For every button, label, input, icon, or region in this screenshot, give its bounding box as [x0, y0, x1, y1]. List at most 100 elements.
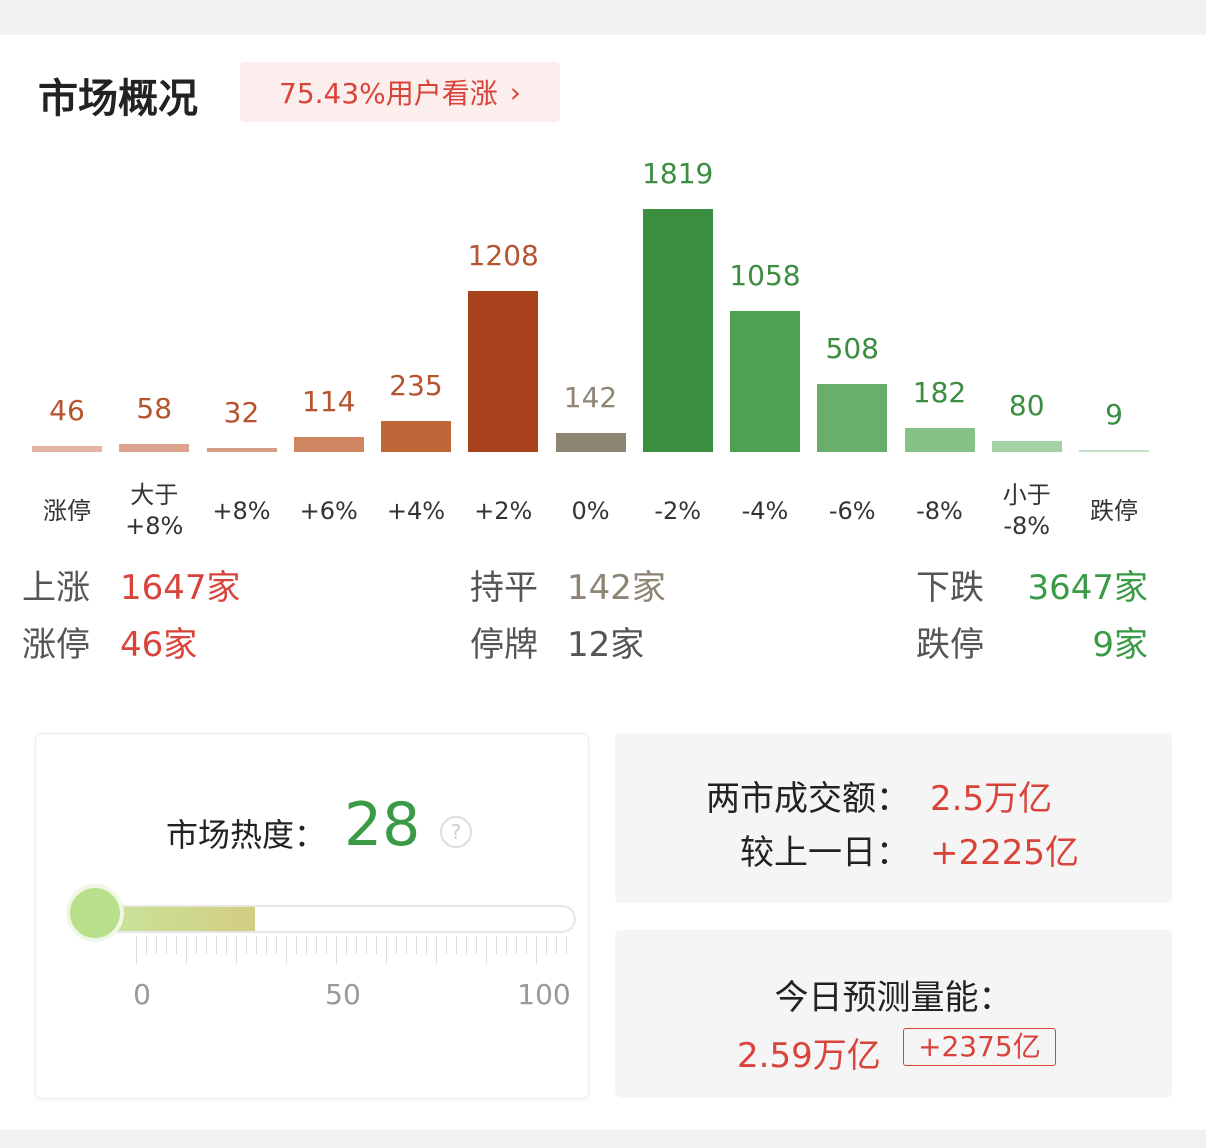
- bar: [1079, 450, 1149, 452]
- bottom-strip: [0, 1130, 1206, 1148]
- bar: [381, 420, 451, 452]
- heat-card: 市场热度： 28 ? 0 50 100: [35, 733, 589, 1099]
- value: 12家: [567, 625, 645, 665]
- gauge-tick: [546, 936, 547, 954]
- bar: [468, 290, 539, 452]
- gauge-tick: [296, 936, 297, 954]
- category-label: 大于 +8%: [125, 481, 184, 540]
- bar-value-label: 182: [912, 375, 967, 409]
- gauge-tick: [526, 936, 527, 954]
- bar-value-label: 1208: [467, 238, 539, 272]
- gauge-tick: [426, 936, 427, 954]
- bar-value-label: 9: [1105, 398, 1123, 431]
- gauge-tick: [436, 936, 437, 964]
- sentiment-text: 75.43%用户看涨: [279, 77, 498, 110]
- gauge-tick: [366, 936, 367, 954]
- category-label: 小于 -8%: [1002, 481, 1051, 540]
- bar-value-label: 1058: [729, 258, 801, 292]
- gauge-tick: [516, 936, 517, 954]
- bar: [119, 444, 190, 452]
- gauge-tick: [496, 936, 497, 954]
- change-value: +2225亿: [930, 833, 1080, 873]
- forecast-value: 2.59万亿: [737, 1036, 881, 1076]
- bar-value-label: 46: [49, 393, 85, 427]
- bar-value-label: 508: [825, 332, 879, 366]
- value: 46家: [120, 625, 198, 665]
- title: 市场概况: [38, 76, 198, 122]
- bar: [642, 209, 713, 452]
- gauge-tick: [476, 936, 477, 954]
- gauge-tick: [416, 936, 417, 954]
- gauge-tick-label: 0: [133, 978, 151, 1011]
- category-label: -8%: [916, 496, 963, 525]
- gauge-tick: [266, 936, 267, 954]
- gauge-tick-label: 50: [325, 978, 361, 1011]
- gauge-tick: [196, 936, 197, 954]
- gauge-tick: [176, 936, 177, 954]
- category-label: +6%: [299, 496, 358, 525]
- category-label: -4%: [741, 496, 789, 525]
- category-label: +8%: [212, 496, 271, 525]
- gauge-tick: [556, 936, 557, 954]
- gauge-tick: [166, 936, 167, 954]
- gauge-tick: [236, 936, 237, 964]
- sentiment-badge[interactable]: 75.43%用户看涨 ›: [240, 62, 560, 122]
- gauge-tick: [566, 936, 567, 954]
- gauge-tick: [206, 936, 207, 954]
- forecast-change: +2375亿: [903, 1028, 1056, 1066]
- gauge-tick: [186, 936, 187, 964]
- heat-value: 28: [344, 790, 421, 860]
- gauge-tick: [406, 936, 407, 954]
- gauge-tick: [256, 936, 257, 954]
- gauge-tick: [506, 936, 507, 954]
- bar-value-label: 1819: [642, 157, 714, 191]
- category-label: 涨停: [43, 496, 91, 525]
- bar-value-label: 142: [563, 381, 618, 415]
- bar: [555, 433, 626, 452]
- gauge-tick: [486, 936, 487, 964]
- category-label: -6%: [828, 496, 876, 525]
- gauge-fill: [100, 907, 255, 931]
- help-icon[interactable]: ?: [440, 816, 472, 848]
- gauge-tick: [146, 936, 147, 954]
- gauge-tick: [156, 936, 157, 954]
- turnover-value: 2.5万亿: [930, 779, 1053, 819]
- value: 3647家: [1027, 568, 1148, 608]
- forecast-label: 今日预测量能：: [774, 978, 1013, 1018]
- gauge-tick: [386, 936, 387, 964]
- gauge-tick: [246, 936, 247, 954]
- change-label: 较上一日：: [740, 833, 910, 873]
- category-label: 0%: [571, 496, 610, 525]
- bar: [32, 445, 102, 452]
- gauge-tick: [306, 936, 307, 954]
- bar-value-label: 80: [1008, 389, 1045, 423]
- gauge-tick: [346, 936, 347, 954]
- bar: [991, 441, 1062, 452]
- distribution-chart: 46 涨停 58 大于 +8% 32 +8% 114 +6% 235 +4% 1208 +2% 142 0…: [0, 0, 1206, 560]
- value: 9家: [1092, 625, 1148, 665]
- label: 上涨: [22, 568, 90, 608]
- bar: [904, 427, 975, 452]
- gauge-tick: [376, 936, 377, 954]
- value: 142家: [567, 568, 666, 608]
- turnover-card: 两市成交额： 2.5万亿 较上一日： +2225亿: [615, 733, 1172, 903]
- gauge-tick: [286, 936, 287, 964]
- chevron: ›: [509, 75, 521, 109]
- label: 停牌: [470, 625, 538, 665]
- category-label: 跌停: [1090, 496, 1138, 525]
- label: 涨停: [22, 625, 90, 665]
- category-label: +4%: [386, 496, 446, 525]
- bar: [730, 310, 800, 452]
- bar: [817, 384, 888, 452]
- bar-value-label: 32: [223, 395, 260, 429]
- category-label: -2%: [654, 496, 702, 525]
- label: 跌停: [916, 625, 984, 665]
- gauge-tick: [446, 936, 447, 954]
- category-label: +2%: [474, 496, 533, 525]
- gauge-tick: [216, 936, 217, 954]
- bar: [293, 436, 364, 452]
- gauge-tick: [276, 936, 277, 954]
- bar-value-label: 58: [136, 392, 173, 426]
- gauge-knob: [66, 884, 124, 942]
